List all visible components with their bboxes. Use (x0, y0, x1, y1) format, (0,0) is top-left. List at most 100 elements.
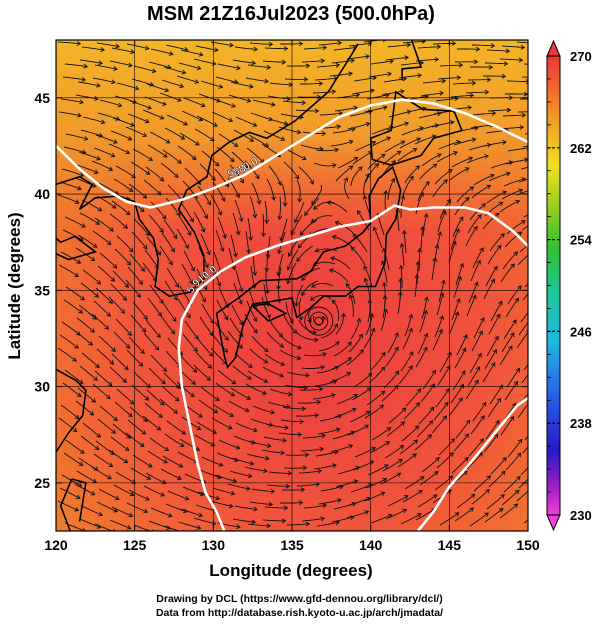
streamline-arrowhead (203, 214, 208, 220)
streamline-arrowhead (193, 194, 198, 200)
streamline (108, 449, 128, 463)
streamline (129, 253, 145, 272)
streamline (365, 313, 373, 336)
streamline-arrowhead (141, 328, 147, 333)
streamline-arrowhead (192, 368, 198, 373)
streamline (193, 58, 216, 65)
streamline-arrowhead (170, 329, 176, 335)
streamline (399, 439, 418, 455)
streamline-arrowhead (464, 196, 470, 202)
streamline (58, 417, 78, 433)
streamline-arrowhead (365, 121, 371, 127)
streamline (249, 348, 268, 364)
streamline-arrowhead (424, 296, 429, 302)
streamline (416, 420, 433, 438)
streamline (62, 76, 86, 81)
streamline (369, 441, 390, 454)
streamline (59, 487, 81, 499)
streamline-arrowhead (401, 407, 407, 413)
streamline-arrowhead (534, 422, 538, 426)
streamline (193, 364, 211, 381)
streamline (82, 269, 101, 285)
streamline (201, 456, 223, 467)
streamline-arrowhead (449, 452, 454, 457)
streamline (280, 502, 303, 504)
streamline-arrowhead (314, 108, 320, 114)
streamline-arrowhead (198, 51, 204, 57)
streamline (301, 517, 325, 522)
streamline (262, 60, 286, 63)
streamline (347, 122, 370, 130)
streamline-arrowhead (330, 256, 336, 261)
streamline-arrowhead (98, 511, 104, 517)
streamline (330, 444, 353, 453)
streamline-arrowhead (126, 261, 132, 266)
streamline-arrowhead (266, 443, 272, 449)
streamline (112, 117, 135, 127)
streamline-arrowhead (472, 294, 477, 300)
streamline (210, 41, 234, 46)
streamline (517, 254, 528, 266)
streamline-arrowhead (112, 263, 118, 269)
streamline-arrowhead (198, 413, 203, 418)
streamline (469, 353, 482, 374)
streamline-arrowhead (502, 456, 507, 462)
streamline (468, 438, 484, 457)
streamline (399, 137, 421, 149)
streamline (415, 347, 428, 368)
streamline (215, 229, 224, 252)
streamline (465, 226, 478, 247)
streamline (502, 114, 526, 117)
streamline (337, 466, 360, 475)
streamline (470, 415, 485, 435)
streamline (126, 43, 150, 50)
streamline-arrowhead (107, 381, 113, 387)
streamline (516, 490, 528, 502)
streamline-arrowhead (210, 136, 215, 142)
streamline (150, 201, 167, 220)
streamline (448, 397, 463, 417)
streamline-arrowhead (467, 105, 473, 111)
streamline-arrowhead (474, 379, 479, 385)
streamline (489, 233, 505, 252)
streamline-arrowhead (74, 272, 79, 277)
streamline-arrowhead (113, 66, 118, 71)
streamline (150, 48, 173, 55)
streamline (148, 61, 171, 69)
streamline-arrowhead (277, 180, 282, 186)
streamline (314, 77, 338, 81)
streamline-arrowhead (518, 188, 524, 194)
streamline (114, 95, 137, 104)
streamline-arrowhead (247, 473, 253, 479)
streamline (216, 452, 239, 462)
streamline (285, 301, 294, 324)
streamline-arrowhead (108, 462, 114, 467)
coastline (56, 43, 359, 297)
streamline-arrowhead (350, 430, 355, 436)
streamline (160, 468, 182, 480)
streamline-arrowhead (104, 325, 110, 330)
streamline-arrowhead (462, 470, 468, 476)
streamline-arrowhead (537, 271, 541, 275)
streamline (482, 362, 496, 383)
streamline-arrowhead (142, 193, 148, 199)
streamline-arrowhead (476, 259, 481, 265)
streamline-arrowhead (367, 372, 373, 378)
streamline (371, 126, 394, 135)
streamline-arrowhead (351, 407, 357, 413)
streamline-arrowhead (145, 170, 151, 175)
streamline-arrowhead (509, 415, 515, 421)
streamline (163, 66, 186, 74)
streamline (80, 129, 103, 137)
streamline (499, 58, 523, 61)
streamline (352, 151, 373, 165)
streamline (296, 483, 320, 487)
streamline (368, 366, 386, 384)
streamline-arrowhead (310, 218, 316, 224)
streamline-arrowhead (125, 344, 131, 349)
streamline-arrowhead (446, 365, 451, 370)
streamline-arrowhead (168, 51, 174, 56)
streamline-arrowhead (282, 202, 288, 207)
streamline (183, 97, 205, 107)
